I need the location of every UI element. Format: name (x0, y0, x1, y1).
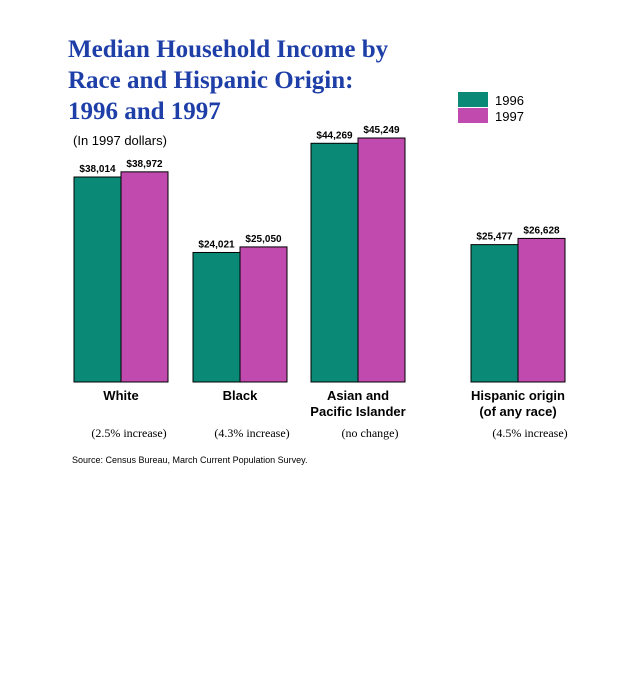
category-label-0-0: White (103, 388, 138, 403)
data-label-1997-2: $45,249 (363, 125, 400, 136)
bar-1996-2 (310, 142, 359, 383)
title-line-1: Median Household Income by (68, 36, 389, 63)
title-line-2: Race and Hispanic Origin: (68, 67, 353, 94)
bars-group: $38,014 $38,972 White (2.5% increase) $24,02… (73, 125, 568, 440)
change-note-1: (4.3% increase) (214, 426, 289, 440)
legend-label-1996: 1996 (495, 93, 524, 108)
bar-1996-3 (470, 244, 519, 383)
data-label-1996-3: $25,477 (476, 232, 513, 243)
title-line-3: 1996 and 1997 (68, 98, 221, 125)
data-label-1997-0: $38,972 (126, 159, 163, 170)
change-note-2: (no change) (342, 426, 399, 440)
bar-1997-3 (517, 237, 566, 383)
bar-1996-1 (192, 251, 241, 383)
legend: 1996 1997 (458, 92, 524, 124)
data-label-1996-0: $38,014 (79, 164, 116, 175)
legend-label-1997: 1997 (495, 109, 524, 124)
legend-swatch-1997 (458, 108, 488, 123)
legend-swatch-1996 (458, 92, 488, 107)
bar-1997-1 (239, 246, 288, 383)
data-label-1997-3: $26,628 (523, 225, 560, 236)
data-label-1997-1: $25,050 (245, 234, 282, 245)
bar-1997-0 (120, 171, 169, 383)
category-label-1-0: Black (223, 388, 258, 403)
data-label-1996-1: $24,021 (198, 239, 235, 250)
category-label-2-1: Pacific Islander (310, 404, 405, 419)
category-label-3-1: (of any race) (479, 404, 556, 419)
bar-1996-0 (73, 176, 122, 383)
change-note-3: (4.5% increase) (492, 426, 567, 440)
category-label-2-0: Asian and (327, 388, 389, 403)
change-note-0: (2.5% increase) (91, 426, 166, 440)
chart-title: Median Household Income by Race and Hisp… (68, 36, 389, 125)
category-label-3-0: Hispanic origin (471, 388, 565, 403)
chart-subtitle: (In 1997 dollars) (73, 133, 167, 148)
data-label-1996-2: $44,269 (316, 130, 353, 141)
source-note: Source: Census Bureau, March Current Pop… (72, 455, 307, 465)
bar-1997-2 (357, 137, 406, 383)
